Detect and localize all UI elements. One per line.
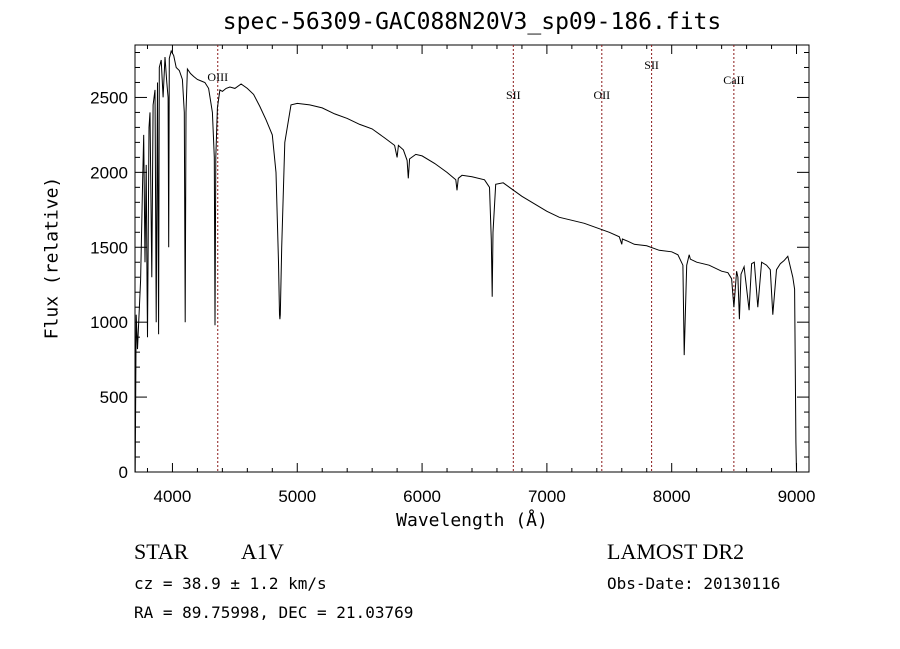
line-marker-label: SII — [506, 88, 521, 102]
x-tick-label: 8000 — [653, 487, 691, 506]
survey-name: LAMOST DR2 — [607, 539, 745, 564]
axis-ticks — [135, 45, 809, 473]
redshift-text: cz = 38.9 ± 1.2 km/s — [134, 574, 327, 593]
line-marker-label: CaII — [723, 73, 744, 87]
line-marker-label: OII — [593, 88, 610, 102]
y-tick-label: 1500 — [90, 238, 128, 257]
x-tick-label: 6000 — [403, 487, 441, 506]
x-tick-label: 7000 — [528, 487, 566, 506]
y-tick-label: 1000 — [90, 313, 128, 332]
line-marker-label: OIII — [207, 70, 228, 84]
x-tick-label: 9000 — [778, 487, 816, 506]
x-axis-label: Wavelength (Å) — [396, 510, 548, 531]
emission-line-markers — [217, 45, 735, 472]
y-tick-label: 2000 — [90, 163, 128, 182]
object-class: STAR — [134, 539, 189, 564]
coordinates-text: RA = 89.75998, DEC = 21.03769 — [134, 603, 414, 622]
y-axis-label: Flux (relative) — [41, 176, 63, 340]
plot-frame — [134, 44, 810, 473]
spectrum-line — [134, 49, 797, 473]
line-marker-label: SII — [644, 58, 659, 72]
spectral-subclass: A1V — [241, 539, 284, 564]
x-tick-label: 5000 — [278, 487, 316, 506]
observation-date: Obs-Date: 20130116 — [607, 574, 781, 593]
y-tick-label: 500 — [100, 388, 128, 407]
y-tick-label: 0 — [119, 463, 128, 482]
chart-labels: 4000 5000 6000 7000 8000 9000 0 500 1000 1500 2000… — [90, 58, 815, 506]
x-tick-label: 4000 — [154, 487, 192, 506]
chart-title: spec-56309-GAC088N20V3_sp09-186.fits — [222, 9, 722, 35]
y-tick-label: 2500 — [90, 88, 128, 107]
